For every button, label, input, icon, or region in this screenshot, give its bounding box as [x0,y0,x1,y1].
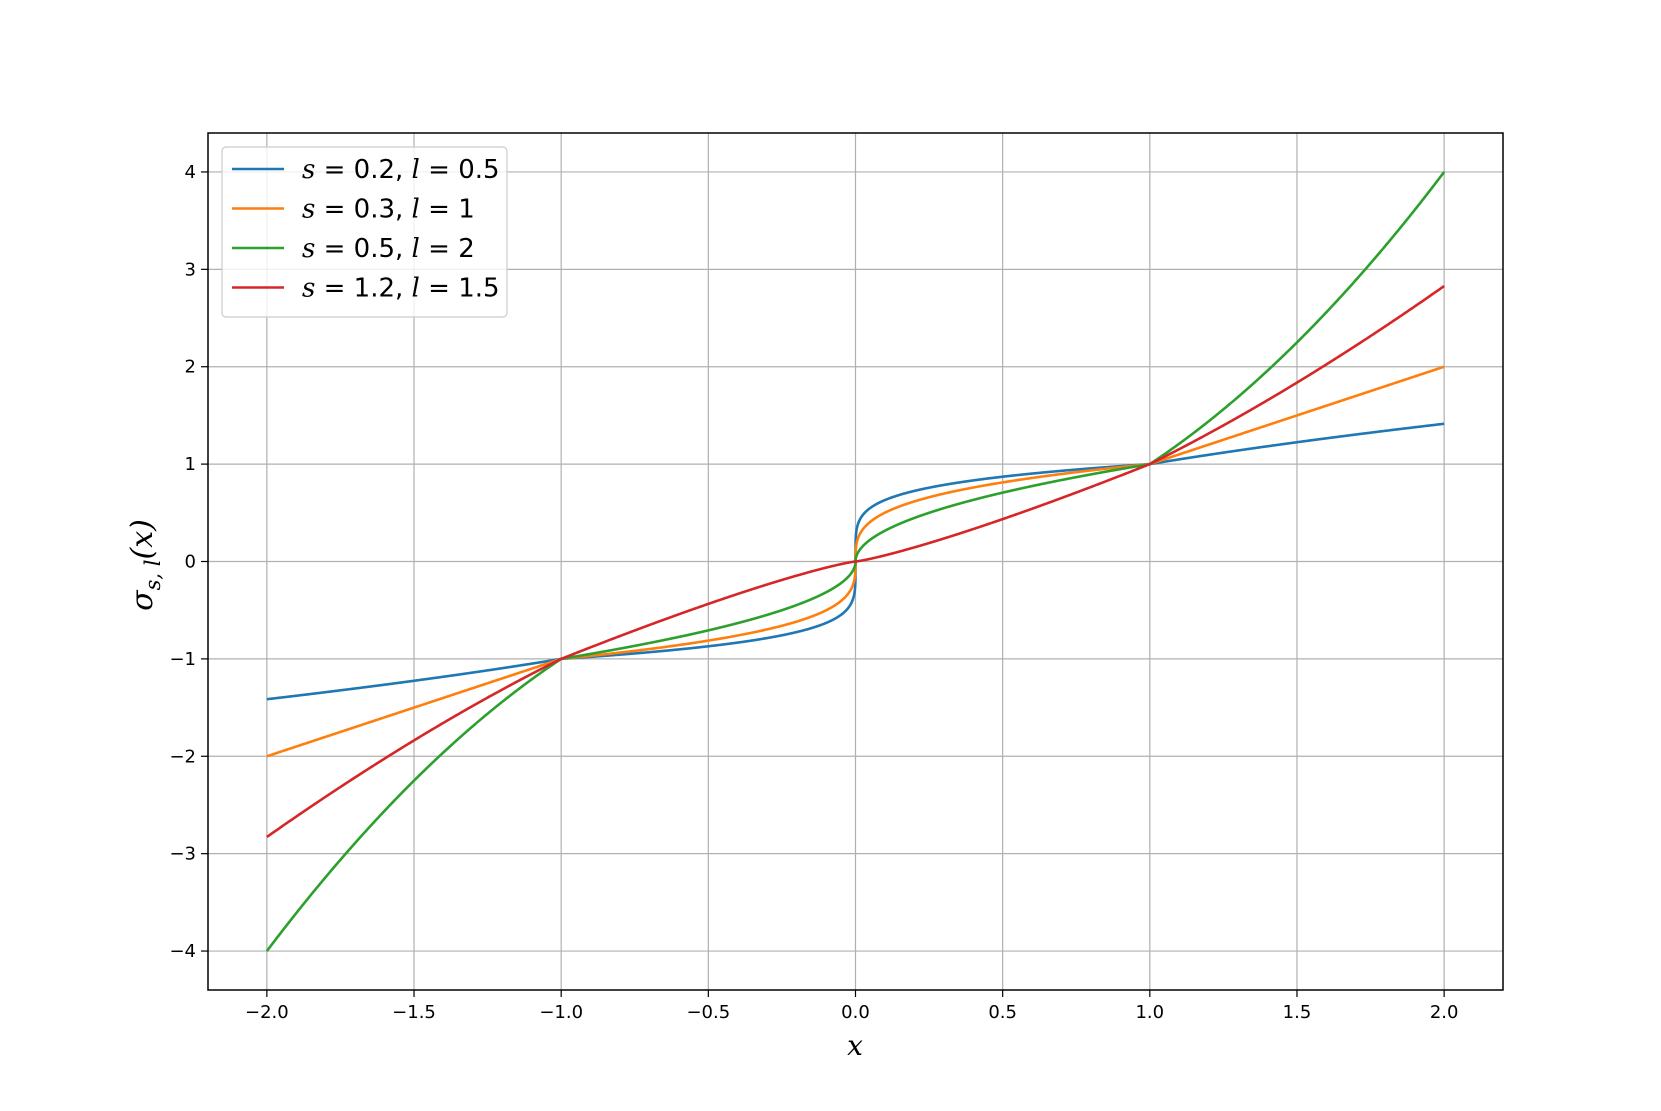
x-tick-label: −1.5 [392,1002,436,1023]
y-tick-label: 1 [185,454,196,475]
x-tick-label: 0.0 [841,1002,870,1023]
y-tick-label: −3 [169,844,196,865]
legend-box [221,146,508,318]
x-tick-label: 2.0 [1430,1002,1459,1023]
legend-entry-4: s = 1.2, l = 1.5 [302,274,500,304]
x-axis-label: x [847,1029,863,1062]
x-tick-label: −2.0 [245,1002,289,1023]
x-tick-label: 1.0 [1135,1002,1164,1023]
legend-entry-1: s = 0.2, l = 0.5 [302,155,500,185]
x-tick-labels: −2.0 −1.5 −1.0 −0.5 0.0 0.5 1.0 1.5 2.0 [245,1002,1458,1023]
ticks [201,171,1445,997]
legend-entry-2: s = 0.3, l = 1 [302,195,475,225]
series-line-4 [266,284,1445,839]
x-tick-label: 0.5 [988,1002,1017,1023]
x-tick-label: −0.5 [686,1002,730,1023]
y-tick-label: 4 [185,162,196,183]
y-axis-label-argument: (x) [125,519,160,559]
x-tick-label: −1.0 [539,1002,583,1023]
series-lines [265,171,1446,952]
legend: s = 0.2, l = 0.5 s = 0.3, l = 1 s = 0.5, l… [221,146,508,318]
svg-text:σs, l(x): σs, l(x) [125,519,165,611]
y-tick-label: 3 [185,259,196,280]
x-tick-label: 1.5 [1283,1002,1312,1023]
y-axis-label: σs, l(x) [125,519,165,611]
y-tick-label: −4 [169,941,196,962]
legend-entry-3: s = 0.5, l = 2 [302,234,475,264]
y-axis-label-subscript: s, l [141,560,165,591]
y-tick-label: −1 [169,649,196,670]
y-tick-label: −2 [169,746,196,767]
y-axis-label-base: σ [125,589,160,611]
y-tick-label: 2 [185,357,196,378]
y-tick-labels: −4 −3 −2 −1 0 1 2 3 4 [169,162,196,962]
y-tick-label: 0 [185,552,196,573]
